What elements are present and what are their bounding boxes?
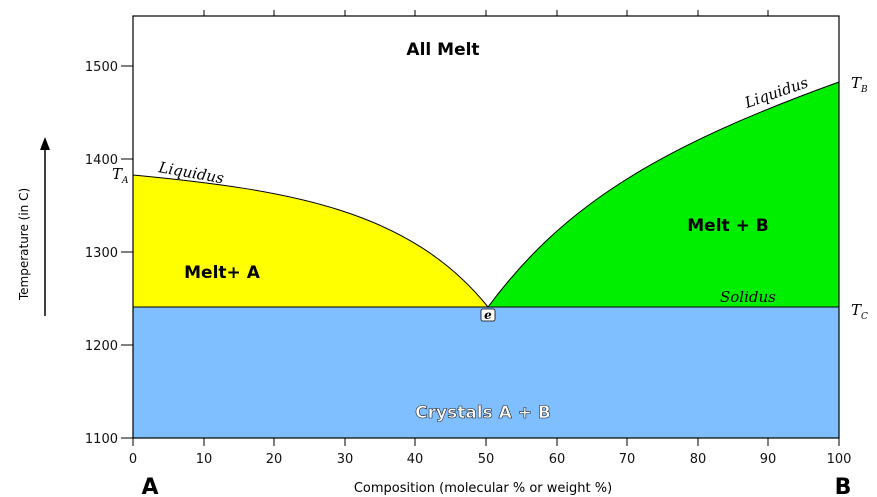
y-tick-label: 1400 bbox=[85, 153, 118, 168]
tc-label: TC bbox=[851, 301, 868, 322]
x-tick-label: 50 bbox=[478, 452, 495, 467]
y-axis: 1100 1200 1300 1400 1500 bbox=[85, 60, 133, 447]
x-axis-title: Composition (molecular % or weight %) bbox=[354, 481, 612, 496]
solidus-label: Solidus bbox=[720, 288, 776, 306]
arrow-up-icon bbox=[40, 137, 50, 150]
x-tick-label: 60 bbox=[549, 452, 566, 467]
ta-label: TA bbox=[112, 165, 129, 186]
eutectic-marker bbox=[480, 308, 496, 322]
x-tick-label: 90 bbox=[760, 452, 777, 467]
component-a-label: A bbox=[141, 475, 158, 497]
x-tick-label: 80 bbox=[690, 452, 707, 467]
y-tick-label: 1500 bbox=[85, 60, 118, 75]
y-tick-label: 1100 bbox=[85, 432, 118, 447]
crystals-label: Crystals A + B bbox=[415, 403, 551, 423]
x-tick-label: 70 bbox=[619, 452, 636, 467]
eutectic-label: e bbox=[484, 308, 492, 322]
y-axis-title: Temperature (in C) bbox=[17, 188, 31, 301]
all-melt-label: All Melt bbox=[406, 40, 479, 60]
y-tick-label: 1300 bbox=[85, 246, 118, 261]
x-tick-label: 20 bbox=[266, 452, 283, 467]
x-tick-label: 0 bbox=[129, 452, 137, 467]
component-b-label: B bbox=[835, 475, 852, 497]
x-tick-label: 40 bbox=[407, 452, 424, 467]
x-tick-label: 100 bbox=[827, 452, 852, 467]
x-axis: 0 10 20 30 40 50 60 70 80 90 100 bbox=[129, 10, 852, 467]
x-tick-label: 30 bbox=[337, 452, 354, 467]
tb-label: TB bbox=[851, 74, 868, 95]
crystals-region bbox=[133, 307, 839, 438]
melt-b-label: Melt + B bbox=[687, 216, 768, 236]
melt-a-region bbox=[132, 174, 490, 308]
melt-a-label: Melt+ A bbox=[184, 263, 261, 283]
melt-b-region bbox=[487, 81, 840, 308]
y-tick-label: 1200 bbox=[85, 339, 118, 354]
x-tick-label: 10 bbox=[196, 452, 213, 467]
